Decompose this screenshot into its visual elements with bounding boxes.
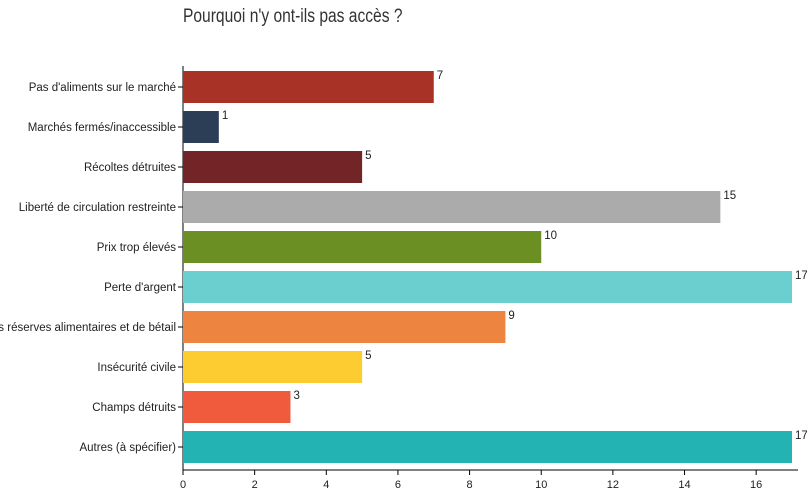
category-label: Prix trop élevés bbox=[97, 242, 177, 254]
x-tick-label: 16 bbox=[750, 479, 762, 490]
value-label: 17 bbox=[795, 430, 807, 442]
category-label: Perte d'argent bbox=[104, 282, 177, 294]
category-label: Marchés fermés/inaccessible bbox=[28, 122, 176, 134]
category-label: Perte des réserves alimentaires et de bé… bbox=[0, 322, 176, 334]
category-label: Champs détruits bbox=[92, 402, 176, 414]
x-tick-label: 4 bbox=[323, 479, 329, 490]
value-label: 15 bbox=[723, 190, 736, 202]
x-tick-label: 14 bbox=[678, 479, 690, 490]
category-label: Insécurité civile bbox=[97, 362, 176, 374]
x-tick-label: 2 bbox=[252, 479, 258, 490]
bar[interactable] bbox=[183, 431, 792, 463]
value-label: 5 bbox=[365, 150, 371, 162]
x-tick-label: 10 bbox=[535, 479, 547, 490]
value-label: 1 bbox=[222, 110, 228, 122]
bar[interactable] bbox=[183, 391, 291, 423]
category-label: Liberté de circulation restreinte bbox=[19, 202, 176, 214]
bar[interactable] bbox=[183, 191, 721, 223]
value-label: 3 bbox=[293, 390, 299, 402]
bars-group bbox=[183, 71, 792, 463]
labels-group: Pas d'aliments sur le marché 7 Marchés fer… bbox=[0, 70, 807, 454]
bar[interactable] bbox=[183, 311, 506, 343]
bar[interactable] bbox=[183, 111, 219, 143]
category-label: Récoltes détruites bbox=[84, 162, 176, 174]
chart-title: Pourquoi n'y ont-ils pas accès ? bbox=[183, 6, 403, 27]
value-label: 5 bbox=[365, 350, 371, 362]
bar[interactable] bbox=[183, 71, 434, 103]
value-label: 7 bbox=[437, 70, 443, 82]
x-tick-label: 8 bbox=[467, 479, 473, 490]
bar[interactable] bbox=[183, 151, 363, 183]
x-tick-label: 12 bbox=[607, 479, 619, 490]
x-tick-label: 0 bbox=[180, 479, 186, 490]
value-label: 17 bbox=[795, 270, 807, 282]
bar[interactable] bbox=[183, 271, 792, 303]
category-label: Pas d'aliments sur le marché bbox=[29, 82, 176, 94]
x-tick-label: 6 bbox=[395, 479, 401, 490]
value-label: 10 bbox=[544, 230, 557, 242]
bar[interactable] bbox=[183, 351, 363, 383]
category-label: Autres (à spécifier) bbox=[79, 442, 176, 454]
bar[interactable] bbox=[183, 231, 542, 263]
value-label: 9 bbox=[508, 310, 514, 322]
